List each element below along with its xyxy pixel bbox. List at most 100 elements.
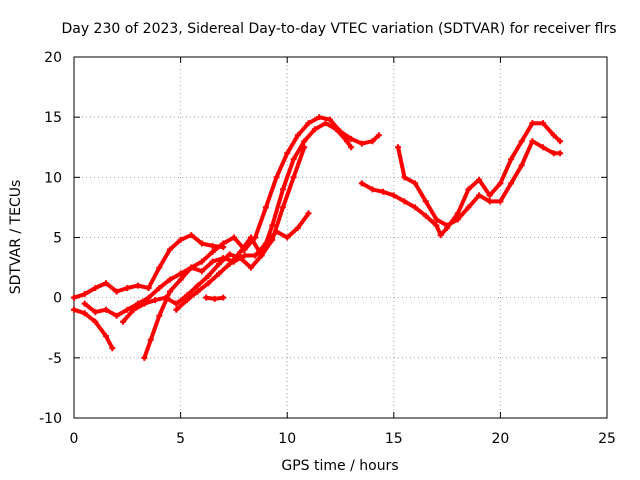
data-point: [81, 310, 88, 317]
data-point: [258, 252, 265, 259]
data-point: [518, 162, 525, 169]
data-point: [194, 288, 201, 295]
data-point: [369, 138, 376, 145]
data-point: [557, 150, 564, 157]
data-point: [113, 312, 120, 319]
data-point: [145, 285, 152, 292]
data-point: [92, 318, 99, 325]
data-point: [375, 132, 382, 139]
data-point: [465, 204, 472, 211]
data-point: [305, 120, 312, 127]
plot-frame: [73, 56, 608, 419]
data-point: [550, 150, 557, 157]
data-point: [279, 204, 286, 211]
data-point: [508, 156, 515, 163]
data-point: [247, 264, 254, 271]
x-tick-label: 15: [385, 431, 403, 447]
x-tick-label: 25: [598, 431, 616, 447]
data-point: [301, 138, 308, 145]
data-point: [102, 280, 109, 287]
data-point: [401, 174, 408, 181]
data-point: [433, 216, 440, 223]
data-point: [508, 180, 515, 187]
data-point: [141, 300, 148, 307]
data-point: [390, 192, 397, 199]
data-point: [348, 135, 355, 142]
data-point: [322, 120, 329, 127]
grid-layer: [74, 57, 607, 418]
data-point: [557, 138, 564, 145]
y-tick-label: -10: [39, 411, 62, 427]
data-point: [301, 144, 308, 151]
data-point: [226, 251, 233, 258]
tick-layer: 0 5 10 15 20 25 -10 -5 0 5 10 15 20: [39, 50, 616, 447]
data-point: [358, 140, 365, 147]
data-point: [454, 216, 461, 223]
series-track-2: [72, 307, 115, 351]
data-point: [134, 282, 141, 289]
data-point: [497, 198, 504, 205]
data-point: [269, 222, 276, 229]
data-point: [529, 120, 536, 127]
data-point: [230, 234, 237, 241]
data-point: [476, 176, 483, 183]
data-point: [550, 132, 557, 139]
data-point: [465, 186, 472, 193]
data-point: [412, 180, 419, 187]
data-point: [81, 291, 88, 298]
data-point: [209, 248, 216, 255]
data-point: [205, 280, 212, 287]
data-point: [279, 186, 286, 193]
y-tick-label: 0: [53, 291, 62, 307]
data-point: [290, 156, 297, 163]
x-tick-label: 10: [278, 431, 296, 447]
data-point: [284, 234, 291, 241]
y-tick-label: -5: [48, 351, 62, 367]
data-point: [343, 138, 350, 145]
data-point: [220, 294, 227, 301]
data-point: [198, 268, 205, 275]
data-point: [529, 138, 536, 145]
series-track-5: [142, 211, 311, 360]
data-point: [177, 236, 184, 243]
data-point: [177, 276, 184, 283]
data-point: [422, 212, 429, 219]
data-point: [209, 242, 216, 249]
data-point: [166, 276, 173, 283]
data-point: [209, 258, 216, 265]
data-point: [284, 150, 291, 157]
data-point: [380, 188, 387, 195]
data-point: [262, 204, 269, 211]
data-point: [156, 264, 163, 271]
data-point: [215, 270, 222, 277]
y-tick-label: 5: [53, 231, 62, 247]
data-point: [294, 132, 301, 139]
data-point: [518, 138, 525, 145]
data-point: [188, 264, 195, 271]
data-point: [173, 300, 180, 307]
y-axis-title: SDTVAR / TECUs: [8, 180, 24, 295]
data-point: [311, 126, 318, 133]
data-point: [102, 333, 109, 340]
data-point: [294, 224, 301, 231]
data-point: [147, 336, 154, 343]
data-point: [226, 260, 233, 267]
data-point: [120, 318, 127, 325]
data-point: [395, 144, 402, 151]
data-point: [81, 300, 88, 307]
data-point: [92, 285, 99, 292]
data-point: [124, 306, 131, 313]
data-point: [156, 312, 163, 319]
data-point: [348, 144, 355, 151]
data-point: [486, 192, 493, 199]
data-point: [247, 234, 254, 241]
data-point: [358, 180, 365, 187]
data-point: [412, 204, 419, 211]
data-point: [237, 248, 244, 255]
series-layer: [71, 114, 564, 361]
data-point: [454, 210, 461, 217]
data-point: [124, 285, 131, 292]
data-point: [269, 236, 276, 243]
data-point: [130, 306, 137, 313]
data-point: [203, 294, 210, 301]
